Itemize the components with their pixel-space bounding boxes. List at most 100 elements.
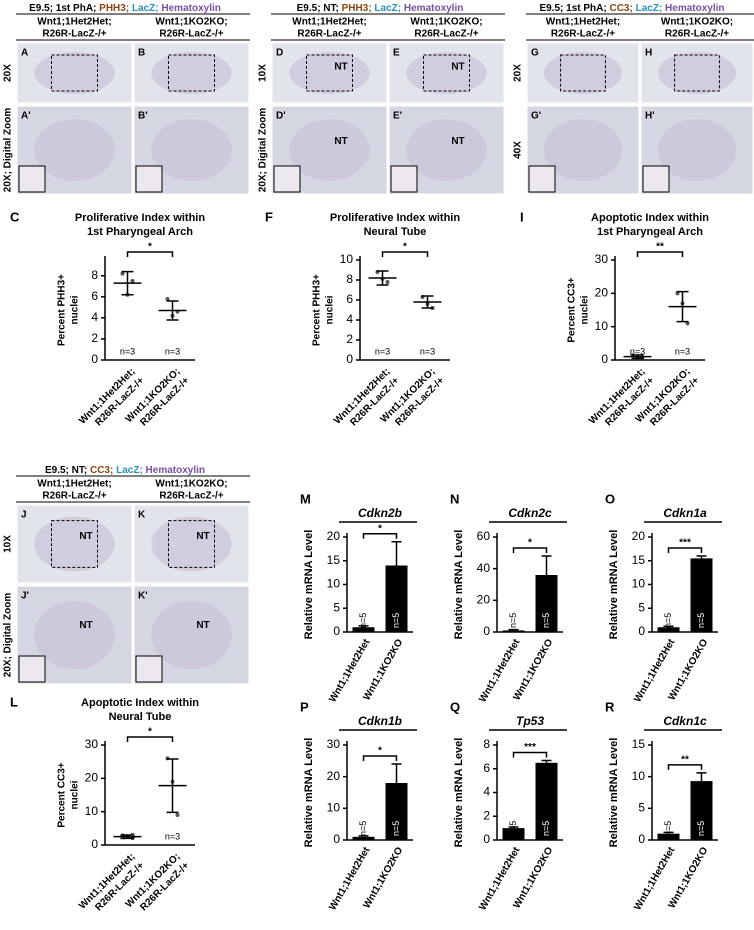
chart-title: 1st Pharyngeal Arch [87,226,193,238]
y-tick-label: 10 [327,577,341,591]
inset [135,655,163,683]
tissue [151,516,232,572]
genotype-label: Wnt1;1KO2KO; [410,17,482,28]
header-segment: Hematoxylin [143,465,205,476]
panel-letter: A' [21,111,31,122]
y-axis-label: Relative mRNA Level [453,738,465,848]
tissue [151,600,232,670]
n-label: n=5 [541,613,551,628]
zoom-box [51,520,98,568]
panel-letter: G [531,48,539,59]
header-segment: PHH3; [96,3,129,14]
significance: * [148,242,152,253]
zoom-box [51,54,98,92]
inset [273,165,301,193]
y-axis-label: nuclei [70,295,81,324]
panel-letter: R [605,699,615,714]
significance-bracket [362,755,398,761]
y-axis-label: Percent PHH3+ [312,274,323,346]
zoom-box [674,54,720,92]
error-bar [663,831,674,834]
y-tick-label: 0 [333,624,340,638]
magnification-label: 10X [258,64,269,82]
data-point [175,813,180,817]
header-segment: LacZ; [129,3,158,14]
significance-bracket [512,751,548,758]
panel-letter: K' [138,591,148,602]
tissue [34,516,115,572]
significance: ** [681,755,689,766]
significance-bracket [512,547,548,553]
y-tick-label: 20 [327,769,341,783]
panel-letter: Q [450,699,460,714]
inset [390,165,418,193]
y-tick-label: 10 [632,769,646,783]
panel-annotation: NT [196,531,209,542]
error-bar [663,625,674,628]
tissue [151,52,232,94]
significance-bracket [667,547,703,553]
y-tick-label: 5 [638,801,645,815]
data-point [165,296,170,301]
y-tick-label: 0 [91,837,98,851]
n-label: n=5 [358,821,368,836]
panel-letter: N [450,491,459,506]
tissue [34,600,115,670]
sd-bar [631,354,644,360]
sd-bar [676,290,689,323]
chart-title: Neural Tube [364,226,427,238]
tissue [151,119,232,181]
chart-title: Proliferative Index within [75,212,205,224]
y-tick-label: 20 [85,771,99,785]
y-axis-label: Relative mRNA Level [303,738,315,848]
header-segment: E9.5; 1st PhA; [29,3,96,14]
tissue [657,52,737,94]
n-label: n=3 [675,346,690,356]
y-axis-label: Relative mRNA Level [608,530,620,640]
panel-letter: B [138,48,145,59]
y-tick-label: 15 [632,737,646,751]
sd-bar [121,834,134,840]
bar [657,627,680,632]
n-label: n=3 [165,831,180,841]
bar [690,781,713,840]
panel-letter: D [276,48,283,59]
bar [535,762,558,840]
genotype-label: Wnt1;1Het2Het; [37,479,111,490]
panel-letter: D' [276,111,286,122]
y-tick-label: 15 [327,553,341,567]
y-tick-label: 8 [483,737,490,751]
y-tick-label: 10 [340,252,354,266]
chart-title: Cdkn1c [663,714,707,728]
zoom-box [423,54,470,92]
y-tick-label: 5 [638,600,645,614]
header-segment: Hematoxylin [159,3,221,14]
significance-bracket [381,251,429,257]
panel-header: E9.5; 1st PhA; CC3; LacZ; Hematoxylin [539,3,724,14]
panel-annotation: NT [451,62,464,73]
zoom-box [306,54,353,92]
header-segment: Hematoxylin [662,3,724,14]
chart-title: Cdkn1b [358,714,402,728]
zoom-box [560,54,606,92]
n-label: n=5 [358,613,368,628]
genotype-label: Wnt1;1KO2KO; [155,479,227,490]
y-axis-label: nuclei [325,295,336,324]
genotype-label: Wnt1;1Het2Het; [37,17,111,28]
header-segment: PHH3; [339,3,372,14]
y-tick-label: 60 [477,529,491,543]
data-point [120,271,125,276]
n-label: n=3 [165,346,180,356]
n-label: n=5 [541,821,551,836]
significance-bracket [126,251,174,257]
y-axis-label: Relative mRNA Level [303,530,315,640]
header-segment: CC3; [607,3,633,14]
y-tick-label: 10 [85,804,99,818]
y-tick-label: 6 [346,292,353,306]
y-tick-label: 10 [595,319,609,333]
zoom-box [168,54,215,92]
bar [502,630,525,632]
sd-bar [421,295,434,309]
tissue [543,119,623,181]
error-bar [508,628,519,631]
